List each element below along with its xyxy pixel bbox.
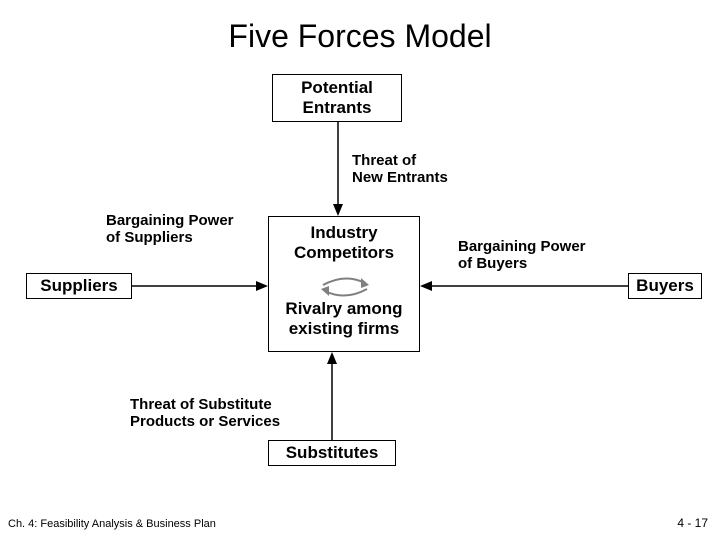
label-bargain-buy-line1: Bargaining Power: [458, 238, 586, 255]
box-substitutes-text: Substitutes: [286, 443, 379, 463]
diagram-title: Five Forces Model: [0, 18, 720, 55]
box-industry-competitors: Industry Competitors Rivalry among exist…: [268, 216, 420, 352]
box-suppliers: Suppliers: [26, 273, 132, 299]
arrow-bottom-up: [324, 352, 340, 440]
label-threat-new-entrants: Threat of New Entrants: [352, 152, 448, 186]
label-bargain-buy-line2: of Buyers: [458, 255, 586, 272]
label-bargaining-buyers: Bargaining Power of Buyers: [458, 238, 586, 272]
label-threat-substitute: Threat of Substitute Products or Service…: [130, 396, 280, 430]
label-bargain-sup-line2: of Suppliers: [106, 229, 234, 246]
center-line2: Competitors: [269, 243, 419, 263]
box-potential-entrants: Potential Entrants: [272, 74, 402, 122]
footer-chapter: Ch. 4: Feasibility Analysis & Business P…: [8, 518, 216, 530]
arrow-top-down: [330, 122, 346, 216]
footer-page-number: 4 - 17: [677, 516, 708, 530]
center-line3: Rivalry among: [269, 299, 419, 319]
box-top-line1: Potential: [301, 78, 373, 98]
label-bargaining-suppliers: Bargaining Power of Suppliers: [106, 212, 234, 246]
label-threat-sub-line1: Threat of Substitute: [130, 396, 280, 413]
arrow-left-right: [132, 278, 268, 294]
label-threat-new-line1: Threat of: [352, 152, 448, 169]
arrow-right-left: [420, 278, 628, 294]
box-buyers: Buyers: [628, 273, 702, 299]
box-suppliers-text: Suppliers: [40, 276, 117, 296]
label-threat-new-line2: New Entrants: [352, 169, 448, 186]
box-buyers-text: Buyers: [636, 276, 694, 296]
box-top-line2: Entrants: [301, 98, 373, 118]
center-line4: existing firms: [269, 319, 419, 339]
label-threat-sub-line2: Products or Services: [130, 413, 280, 430]
box-substitutes: Substitutes: [268, 440, 396, 466]
center-line1: Industry: [269, 223, 419, 243]
label-bargain-sup-line1: Bargaining Power: [106, 212, 234, 229]
